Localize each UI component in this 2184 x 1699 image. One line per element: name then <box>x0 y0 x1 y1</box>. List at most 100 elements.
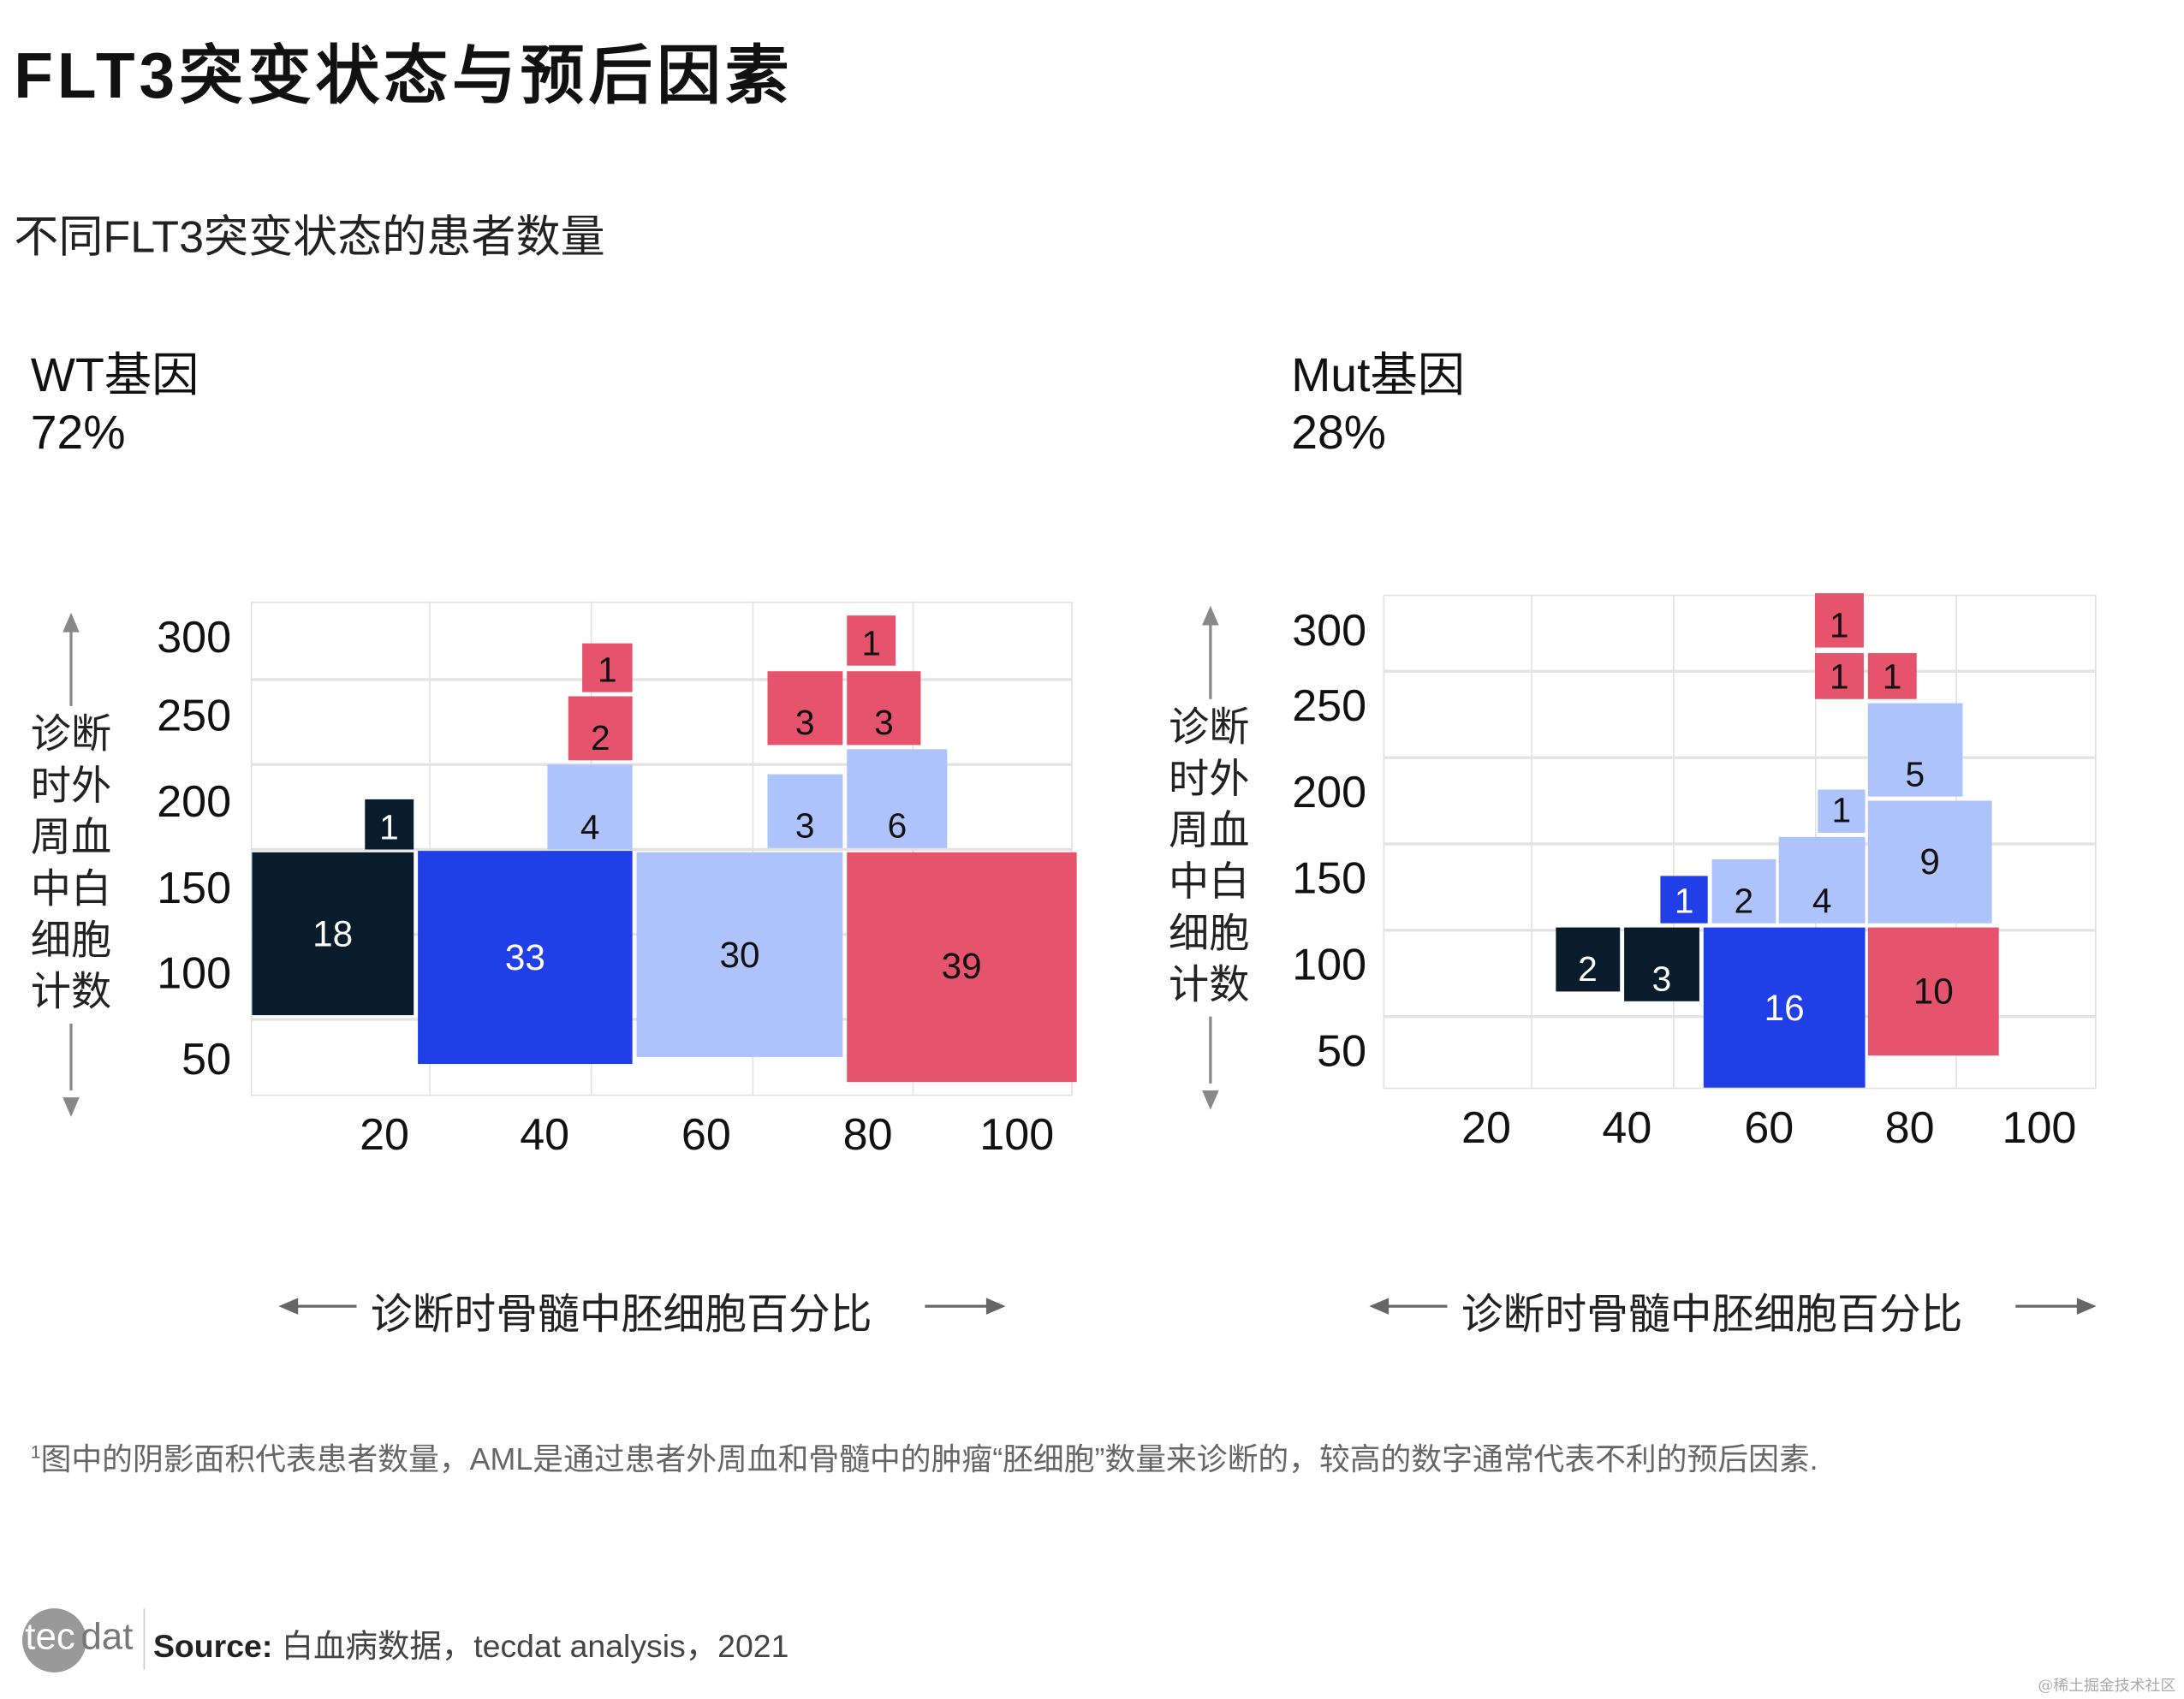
arrow-down-icon <box>62 1097 80 1117</box>
x-tick-label: 60 <box>1744 1102 1794 1153</box>
rect-count-label: 3 <box>874 704 894 744</box>
x-tick-label: 80 <box>1884 1102 1935 1153</box>
x-tick-label: 100 <box>2002 1102 2077 1153</box>
plot-frame <box>1383 594 2097 1090</box>
mosaic-rect <box>1867 652 1917 699</box>
rect-count-label: 1 <box>598 651 617 691</box>
rect-count-label: 5 <box>1905 755 1925 795</box>
mosaic-rect <box>1867 703 1963 797</box>
y-tick-label: 200 <box>157 776 232 827</box>
logo-text-dat: dat <box>80 1615 134 1658</box>
axis-arrow-line <box>69 629 73 706</box>
mosaic-rect <box>1778 837 1866 924</box>
axis-arrow-line <box>1209 622 1212 699</box>
rect-count-label: 2 <box>591 719 610 759</box>
panel-wt-header: WT基因 72% <box>31 348 199 462</box>
rect-count-label: 1 <box>379 808 399 848</box>
rect-count-label: 33 <box>504 936 545 978</box>
y-tick-label: 300 <box>157 612 232 662</box>
rect-count-label: 1 <box>861 624 882 664</box>
gridline-horizontal <box>1383 669 2097 673</box>
arrow-left-icon <box>1369 1298 1390 1315</box>
rect-count-label: 1 <box>1830 657 1849 698</box>
y-tick-label: 200 <box>1292 766 1367 817</box>
y-tick-label: 50 <box>182 1034 232 1084</box>
page-subtitle: 不同FLT3突变状态的患者数量 <box>14 211 605 262</box>
mosaic-rect <box>847 749 948 848</box>
mosaic-rect <box>581 644 633 693</box>
rect-count-label: 4 <box>1812 882 1832 922</box>
axis-arrow-line <box>2015 1304 2080 1308</box>
gridline-vertical <box>1673 594 1675 1090</box>
mosaic-rect <box>568 696 633 761</box>
gridline-horizontal <box>1383 756 2097 759</box>
rect-count-label: 10 <box>1913 970 1954 1012</box>
mosaic-rect <box>636 852 843 1058</box>
y-tick-label: 150 <box>157 862 232 913</box>
axis-arrow-line <box>1385 1304 1448 1308</box>
y-tick-label: 100 <box>1292 939 1367 989</box>
x-tick-label: 40 <box>1602 1102 1652 1153</box>
rect-count-label: 3 <box>794 806 815 847</box>
y-axis-title: 诊断时外周血中白细胞计数 <box>30 713 112 1016</box>
x-axis-title: 诊断时骨髓中胚细胞百分比 <box>370 1292 872 1339</box>
mosaic-rect <box>1814 652 1864 699</box>
gridline-horizontal <box>250 763 1073 766</box>
rect-count-label: 3 <box>1651 959 1672 1000</box>
x-tick-label: 60 <box>681 1108 731 1160</box>
tecdat-logo-circle <box>22 1608 86 1673</box>
arrow-up-icon <box>62 612 80 633</box>
panel-wt-name: WT基因 <box>30 349 199 403</box>
watermark: @稀土掘金技术社区 <box>2038 1676 2176 1696</box>
rect-count-label: 1 <box>1674 882 1694 922</box>
footnote-text: 图中的阴影面积代表患者数量，AML是通过患者外周血和骨髓中的肿瘤“胚细胞”数量来… <box>40 1441 1818 1477</box>
rect-count-label: 1 <box>1831 791 1852 831</box>
gridline-horizontal <box>250 678 1073 681</box>
y-tick-label: 100 <box>157 948 232 998</box>
axis-arrow-line <box>69 1023 73 1090</box>
y-axis-title: 诊断时外周血中白细胞计数 <box>1169 705 1250 1008</box>
gridline-horizontal <box>250 847 1073 852</box>
rect-count-label: 2 <box>1734 882 1754 922</box>
source-label: Source: <box>152 1627 273 1665</box>
mosaic-rect <box>1818 788 1866 833</box>
mosaic-rect <box>252 852 414 1016</box>
mosaic-rect <box>1867 800 1992 924</box>
source-text: 白血病数据，tecdat analysis，2021 <box>272 1627 789 1665</box>
rect-count-label: 18 <box>312 912 354 954</box>
arrow-down-icon <box>1202 1090 1219 1110</box>
mosaic-rect <box>1623 927 1699 1001</box>
mosaic-rect <box>417 851 633 1065</box>
y-tick-label: 250 <box>157 690 232 740</box>
rect-count-label: 4 <box>580 808 600 848</box>
panel-mut-header: Mut基因 28% <box>1291 348 1465 462</box>
footnote: 1图中的阴影面积代表患者数量，AML是通过患者外周血和骨髓中的肿瘤“胚细胞”数量… <box>31 1432 1981 1481</box>
panel-wt-share: 72% <box>30 407 126 460</box>
y-tick-label: 50 <box>1317 1025 1367 1076</box>
mosaic-rect <box>1660 876 1708 924</box>
mosaic-rect <box>1867 927 1999 1056</box>
panel-mut-name: Mut基因 <box>1291 349 1466 403</box>
rect-count-label: 39 <box>941 945 982 988</box>
arrow-right-icon <box>985 1298 1006 1315</box>
rect-count-label: 1 <box>1882 657 1902 698</box>
footer-divider <box>143 1608 146 1670</box>
y-tick-label: 150 <box>1292 852 1367 904</box>
x-tick-label: 80 <box>842 1108 893 1160</box>
x-tick-label: 40 <box>520 1108 570 1160</box>
mosaic-rect <box>767 671 843 746</box>
rect-count-label: 1 <box>1830 606 1849 645</box>
panel-mut-share: 28% <box>1291 407 1386 460</box>
mosaic-rect <box>767 774 843 848</box>
y-tick-label: 300 <box>1292 604 1367 656</box>
mosaic-rect <box>847 615 896 666</box>
axis-arrow-line <box>1209 1016 1212 1084</box>
rect-count-label: 6 <box>887 806 908 847</box>
footnote-marker: 1 <box>30 1441 41 1463</box>
x-tick-label: 20 <box>1461 1102 1511 1153</box>
rect-count-label: 9 <box>1919 841 1940 883</box>
rect-count-label: 2 <box>1578 950 1598 989</box>
gridline-vertical <box>1531 594 1532 1090</box>
mosaic-rect <box>547 764 633 850</box>
rect-count-label: 3 <box>794 704 815 744</box>
